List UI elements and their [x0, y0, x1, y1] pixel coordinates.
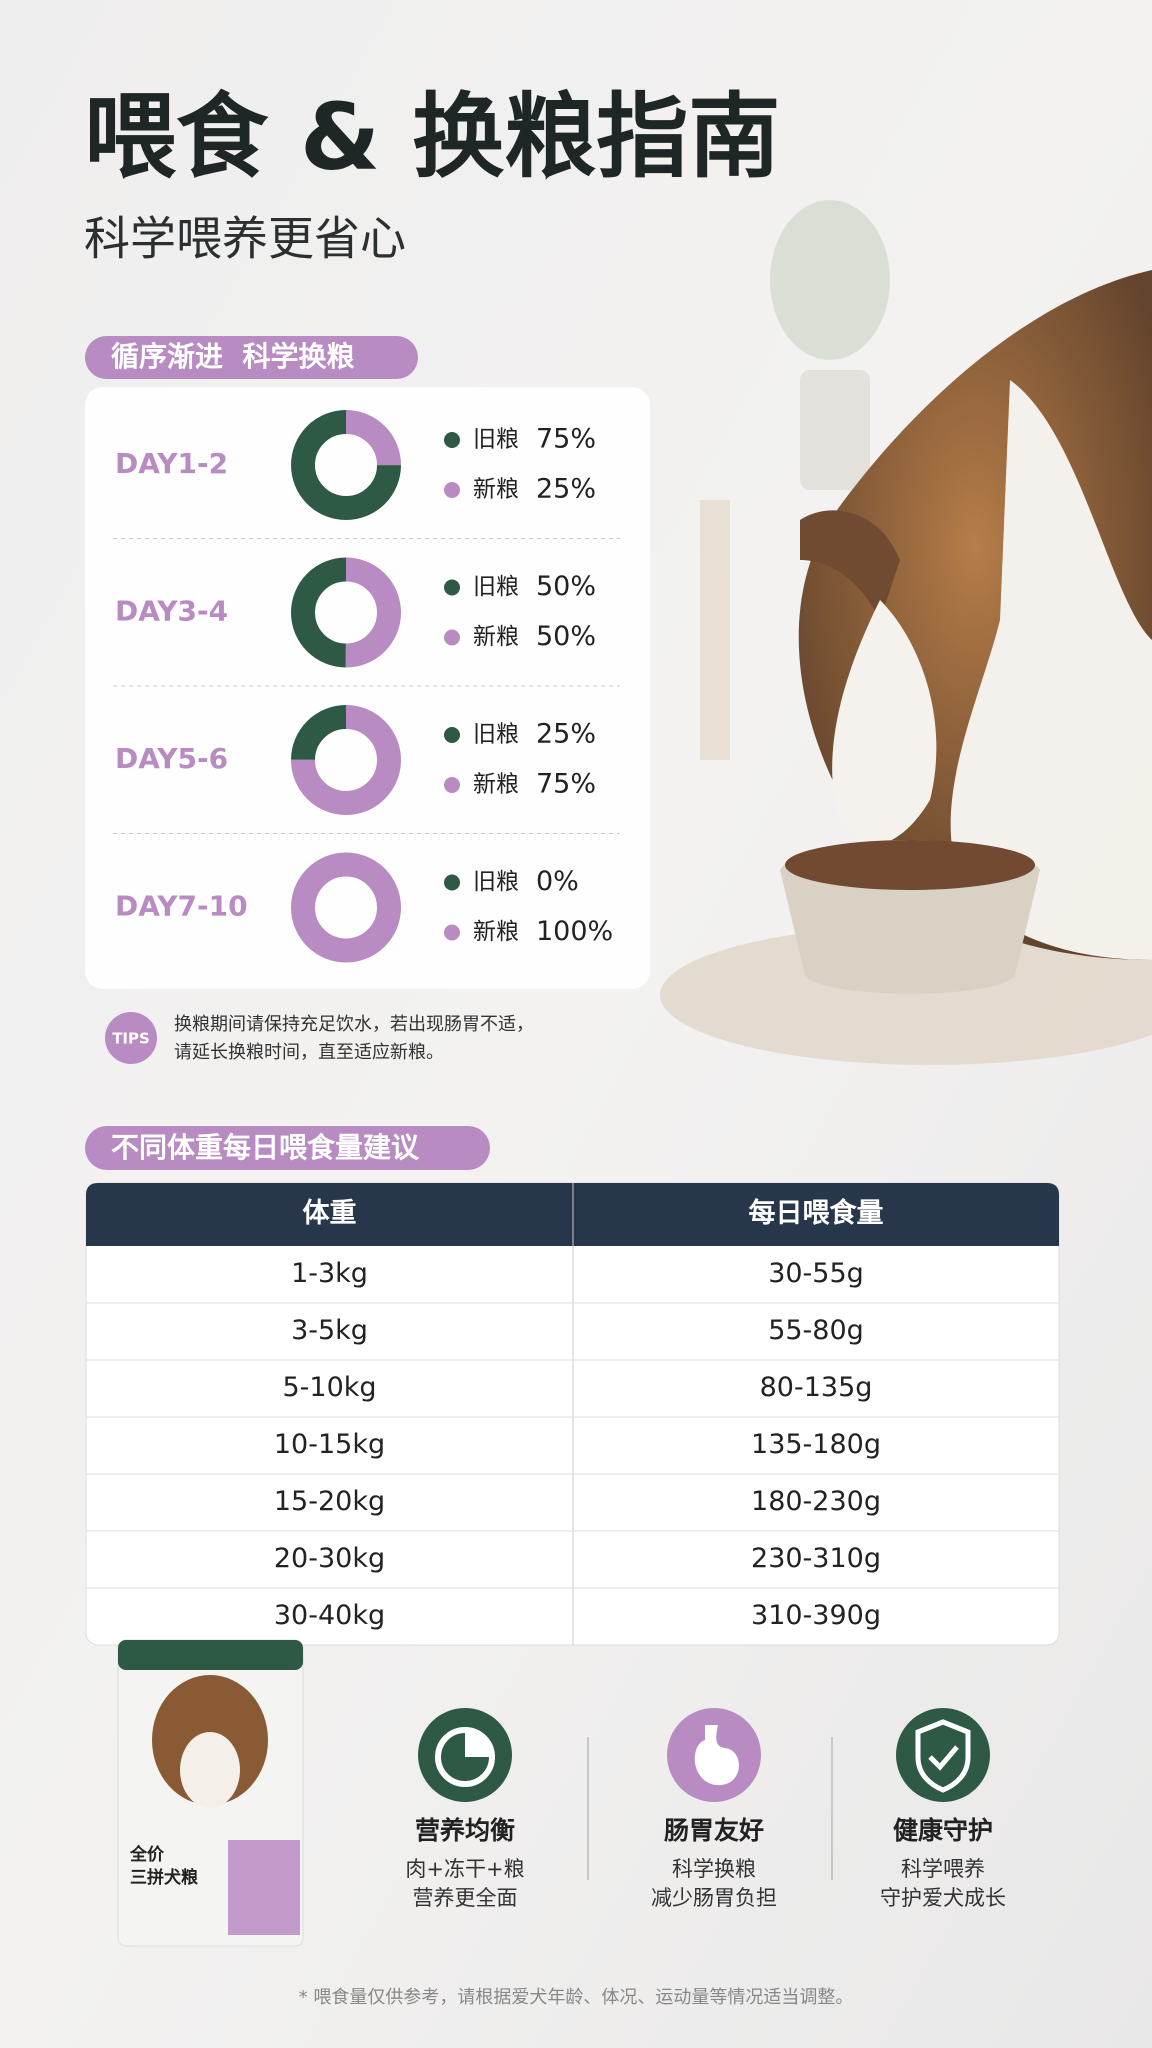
feeding-table: 体重 每日喂食量 1-3kg 30-55g 3-5kg 55-80g 5-10kg 80-13… [85, 1182, 1060, 1646]
stage-label: DAY5-6 [115, 742, 228, 775]
legend-dot [444, 629, 460, 646]
legend-dot [444, 727, 460, 743]
table-cell: 5-10kg [282, 1372, 376, 1403]
section-pill [85, 1126, 490, 1170]
donut-segment [291, 410, 401, 520]
column-header: 体重 [303, 1198, 357, 1229]
table-cell: 135-180g [751, 1429, 881, 1460]
table-cell: 10-15kg [274, 1429, 385, 1460]
feature-text: 守护爱犬成长 [880, 1886, 1006, 1910]
value-label: 0% [536, 866, 579, 897]
value-label: 100% [536, 916, 613, 947]
feature-title: 肠胃友好 [664, 1816, 764, 1845]
column-header: 每日喂食量 [749, 1197, 884, 1229]
table-cell: 55-80g [768, 1315, 864, 1346]
section-heading: 不同体重每日喂食量建议 [111, 1131, 420, 1164]
value-label: 50% [536, 621, 596, 652]
legend-name: 新粮 [473, 772, 519, 798]
legend-name: 新粮 [473, 477, 519, 503]
product-name: 三拼犬粮 [130, 1867, 198, 1888]
tips-badge-bg [105, 1012, 157, 1064]
tips-text: 请延长换粮时间，直至适应新粮。 [174, 1042, 444, 1063]
donut-segment [291, 557, 401, 668]
table-cell: 30-55g [768, 1258, 864, 1289]
table-cell: 180-230g [751, 1486, 881, 1517]
stages: DAY1-2 旧粮 75% 新粮 25% DAY3-4 旧粮 50% 新粮 50% DAY5-6 旧粮… [113, 410, 620, 963]
section-pill [85, 336, 418, 379]
table-cell: 30-40kg [274, 1600, 385, 1631]
scene [660, 200, 1152, 1065]
stage-label: DAY1-2 [115, 447, 228, 480]
feature-text: 肉+冻干+粮 [405, 1857, 524, 1881]
tips-text: 换粮期间请保持充足饮水，若出现肠胃不适， [174, 1014, 534, 1035]
feature-text: 减少肠胃负担 [651, 1886, 777, 1910]
legend-dot [444, 432, 460, 448]
table-cell: 80-135g [760, 1372, 873, 1403]
value-label: 75% [536, 424, 596, 455]
legend-name: 旧粮 [473, 722, 519, 748]
legend-name: 新粮 [473, 624, 519, 650]
legend-dot [444, 874, 460, 891]
subtitle: 科学喂养更省心 [84, 212, 406, 266]
tips-badge: TIPS [112, 1030, 150, 1048]
feature-text: 科学喂养 [901, 1857, 985, 1881]
section-heading: 循序渐进 科学换粮 [111, 340, 355, 373]
legend-dot [444, 482, 460, 498]
value-label: 25% [536, 719, 596, 750]
donut-segment [291, 852, 401, 963]
value-label: 25% [536, 474, 596, 505]
donut-segment [291, 705, 401, 815]
title: 喂食 & 换粮指南 [84, 83, 780, 190]
legend-dot [444, 924, 460, 941]
legend-name: 旧粮 [473, 869, 519, 895]
feature-text: 科学换粮 [672, 1857, 756, 1881]
legend-name: 旧粮 [473, 427, 519, 453]
stage-label: DAY3-4 [115, 595, 228, 628]
table-cell: 1-3kg [291, 1258, 368, 1289]
stage-label: DAY7-10 [115, 890, 248, 923]
legend-dot [444, 579, 460, 596]
product-name: 全价 [129, 1844, 165, 1865]
value-label: 50% [536, 571, 596, 602]
table-cell: 20-30kg [274, 1543, 385, 1574]
table-cell: 310-390g [751, 1600, 881, 1631]
value-label: 75% [536, 769, 596, 800]
product-pack: 全价 三拼犬粮 [117, 1639, 304, 1947]
table-cell: 230-310g [751, 1543, 881, 1574]
legend-dot [444, 777, 460, 793]
table-cell: 15-20kg [274, 1486, 385, 1517]
feature-icons [418, 1708, 990, 1880]
feature-title: 健康守护 [893, 1816, 993, 1845]
footnote: * 喂食量仅供参考，请根据爱犬年龄、体况、运动量等情况适当调整。 [299, 1987, 854, 2008]
legend-name: 旧粮 [473, 574, 519, 600]
table-cell: 3-5kg [291, 1315, 368, 1346]
legend-name: 新粮 [473, 919, 519, 945]
feature-title: 营养均衡 [415, 1816, 515, 1845]
transition-card [85, 387, 650, 989]
feature-text: 营养更全面 [413, 1886, 518, 1910]
